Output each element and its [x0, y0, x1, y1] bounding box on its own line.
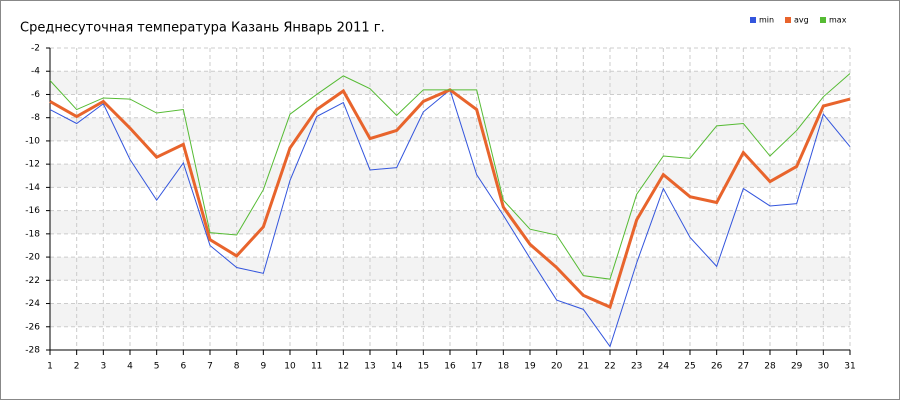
x-tick-label: 22	[604, 362, 615, 372]
x-tick-label: 1	[47, 362, 53, 372]
x-tick-label: 27	[738, 362, 749, 372]
x-tick-label: 9	[260, 362, 266, 372]
x-tick-label: 12	[338, 362, 349, 372]
x-tick-label: 17	[471, 362, 482, 372]
legend-swatch	[785, 17, 791, 23]
legend-swatch	[820, 17, 826, 23]
x-tick-label: 15	[418, 362, 429, 372]
y-tick-label: -4	[31, 67, 40, 77]
y-tick-label: -10	[25, 136, 40, 146]
x-tick-label: 11	[311, 362, 322, 372]
y-tick-label: -16	[25, 206, 40, 216]
y-tick-label: -28	[25, 346, 40, 356]
y-tick-label: -12	[25, 160, 40, 170]
y-tick-label: -14	[25, 183, 40, 193]
y-tick-label: -18	[25, 229, 40, 239]
x-tick-label: 31	[844, 362, 855, 372]
legend-swatch	[750, 17, 756, 23]
x-tick-label: 5	[154, 362, 160, 372]
x-tick-label: 8	[234, 362, 240, 372]
y-tick-label: -22	[25, 276, 40, 286]
legend-label: min	[759, 16, 774, 25]
y-tick-label: -2	[31, 44, 40, 54]
x-tick-label: 7	[207, 362, 213, 372]
x-tick-label: 4	[127, 362, 133, 372]
legend-label: max	[829, 16, 847, 25]
x-tick-label: 13	[364, 362, 375, 372]
band	[50, 71, 850, 95]
chart-title: Среднесуточная температура Казань Январь…	[20, 21, 385, 36]
x-tick-label: 25	[684, 362, 695, 372]
x-tick-label: 20	[551, 362, 563, 372]
x-tick-label: 2	[74, 362, 80, 372]
x-tick-label: 14	[391, 362, 403, 372]
x-tick-label: 26	[711, 362, 723, 372]
x-tick-label: 3	[100, 362, 106, 372]
series-line	[49, 73, 851, 280]
x-tick-label: 10	[284, 362, 296, 372]
y-tick-label: -6	[31, 90, 40, 100]
x-tick-label: 16	[444, 362, 456, 372]
x-tick-label: 30	[818, 362, 830, 372]
x-tick-label: 28	[764, 362, 776, 372]
x-tick-label: 29	[791, 362, 803, 372]
y-tick-label: -24	[25, 299, 40, 309]
y-tick-label: -26	[25, 322, 40, 332]
x-tick-label: 18	[498, 362, 510, 372]
x-tick-label: 23	[631, 362, 642, 372]
x-tick-label: 6	[180, 362, 186, 372]
x-tick-label: 21	[578, 362, 589, 372]
y-tick-label: -20	[25, 253, 40, 263]
band	[50, 210, 850, 234]
x-tick-label: 19	[524, 362, 536, 372]
y-tick-label: -8	[31, 113, 40, 123]
legend-label: avg	[794, 16, 809, 25]
band	[50, 117, 850, 141]
x-tick-label: 24	[658, 362, 670, 372]
